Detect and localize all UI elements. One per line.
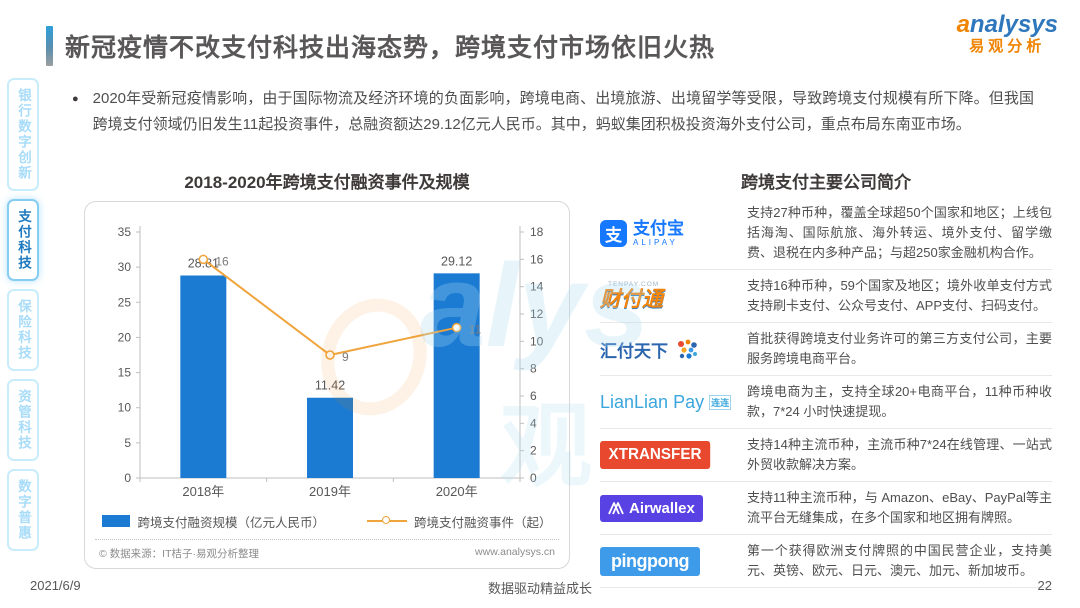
tenpay-logo: TENPAY.COM 财付通 xyxy=(600,282,737,310)
lianlian-name: LianLian Pay xyxy=(600,391,705,412)
sidebar-item-digital-inclusion[interactable]: 数字普惠 xyxy=(7,469,39,551)
lianlian-logo: LianLian Pay 连连 xyxy=(600,392,737,413)
page-title: 新冠疫情不改支付科技出海态势，跨境支付市场依旧火热 xyxy=(65,34,716,62)
sidebar: 银行数字创新 支付科技 保险科技 资管科技 数字普惠 xyxy=(5,78,41,551)
companies-heading: 跨境支付主要公司简介 xyxy=(741,173,911,192)
alipay-name: 支付宝 xyxy=(633,218,684,238)
svg-text:15: 15 xyxy=(118,366,132,380)
line-swatch-icon xyxy=(367,516,407,524)
svg-text:12: 12 xyxy=(530,307,544,321)
pingpong-name: pingpong xyxy=(600,546,700,576)
analysys-logo-text: nalysys xyxy=(969,11,1058,38)
company-desc: 支持14种主流币种，主流币种7*24在线管理、一站式外贸收款解决方案。 xyxy=(747,437,1052,472)
funding-chart: 0 5 10 15 20 25 30 35 0 2 4 6 8 10 12 14 16 18 2018年 2019年 2… xyxy=(118,225,544,499)
tenpay-name: 财付通 xyxy=(600,287,663,311)
analysys-logo-en: analysys xyxy=(956,11,1058,38)
company-row-pingpong: pingpong 第一个获得欧洲支付牌照的中国民营企业，支持美元、英镑、欧元、日… xyxy=(600,535,1052,588)
legend-funding-events: 跨境支付融资事件（起） xyxy=(367,512,552,531)
svg-text:20: 20 xyxy=(118,330,132,344)
website-link[interactable]: www.analysys.cn xyxy=(475,546,555,558)
analysys-logo-cn: 易观分析 xyxy=(969,38,1046,56)
tenpay-sub: TENPAY.COM xyxy=(608,281,660,289)
svg-text:10: 10 xyxy=(118,401,132,415)
xtransfer-name: XTRANSFER xyxy=(600,441,710,469)
bar-swatch-icon xyxy=(102,515,131,527)
company-desc: 支持11种主流币种，与 Amazon、eBay、PayPal等主流平台无缝集成，… xyxy=(747,490,1052,525)
companies-block: 跨境支付主要公司简介 支 支付宝 ALIPAY 支持27种币种，覆盖全球超50个… xyxy=(600,168,1052,588)
company-row-tenpay: TENPAY.COM 财付通 支持16种币种，59个国家及地区；境外收单支付方式… xyxy=(600,270,1052,323)
legend-funding-scale: 跨境支付融资规模（亿元人民币） xyxy=(102,512,325,531)
footer: 2021/6/9 数据驱动精益成长 22 xyxy=(0,578,1080,598)
chart-card: 0 5 10 15 20 25 30 35 0 2 4 6 8 10 12 14 16 18 2018年 2019年 2… xyxy=(84,201,570,569)
airwallex-name: Airwallex xyxy=(629,499,695,517)
svg-text:5: 5 xyxy=(124,436,131,450)
huifu-name: 汇付天下 xyxy=(600,341,668,361)
company-desc: 支持16种币种，59个国家及地区；境外收单支付方式支持刷卡支付、公众号支付、AP… xyxy=(747,278,1052,313)
company-desc: 第一个获得欧洲支付牌照的中国民营企业，支持美元、英镑、欧元、日元、澳元、加元、新… xyxy=(747,543,1052,578)
huifu-dots-icon xyxy=(678,339,697,359)
svg-text:2018年: 2018年 xyxy=(182,484,224,499)
data-source: © 数据来源：IT桔子·易观分析整理 xyxy=(99,548,259,560)
chart-title: 2018-2020年跨境支付融资事件及规模 xyxy=(184,173,470,192)
page-title-row: 新冠疫情不改支付科技出海态势，跨境支付市场依旧火热 xyxy=(46,26,715,66)
sidebar-item-asset-mgmt-tech[interactable]: 资管科技 xyxy=(7,379,39,461)
svg-text:9: 9 xyxy=(342,350,349,364)
summary-text: 2020年受新冠疫情影响，由于国际物流及经济环境的负面影响，跨境电商、出境旅游、… xyxy=(92,90,1034,133)
company-row-xtransfer: XTRANSFER 支持14种主流币种，主流币种7*24在线管理、一站式外贸收款… xyxy=(600,429,1052,482)
footer-page-number: 22 xyxy=(1037,578,1052,593)
pingpong-logo: pingpong xyxy=(600,546,737,576)
svg-text:35: 35 xyxy=(118,225,132,239)
sidebar-item-banking-digital[interactable]: 银行数字创新 xyxy=(7,78,39,191)
alipay-sub: ALIPAY xyxy=(633,237,678,247)
svg-text:30: 30 xyxy=(118,260,132,274)
svg-text:11.42: 11.42 xyxy=(315,379,345,393)
footer-date: 2021/6/9 xyxy=(30,578,81,593)
svg-text:0: 0 xyxy=(124,471,131,485)
svg-text:25: 25 xyxy=(118,295,132,309)
legend-label: 跨境支付融资规模（亿元人民币） xyxy=(137,515,325,530)
funding-chart-block: 2018-2020年跨境支付融资事件及规模 0 5 10 15 20 25 30 35 0 2 4 6… xyxy=(84,168,570,569)
xtransfer-logo: XTRANSFER xyxy=(600,441,737,469)
source-row: © 数据来源：IT桔子·易观分析整理 www.analysys.cn xyxy=(85,540,569,561)
svg-text:6: 6 xyxy=(530,389,537,403)
company-row-airwallex: Airwallex 支持11种主流币种，与 Amazon、eBay、PayPal… xyxy=(600,482,1052,535)
svg-text:8: 8 xyxy=(530,362,537,376)
svg-text:18: 18 xyxy=(530,225,544,239)
company-desc: 支持27种币种，覆盖全球超50个国家和地区；上线包括海淘、国际航旅、海外转运、境… xyxy=(747,205,1052,260)
svg-text:11: 11 xyxy=(469,323,482,337)
summary-bullet: ● 2020年受新冠疫情影响，由于国际物流及经济环境的负面影响，跨境电商、出境旅… xyxy=(72,86,1034,138)
svg-text:4: 4 xyxy=(530,416,537,430)
footer-slogan: 数据驱动精益成长 xyxy=(487,581,592,596)
alipay-icon: 支 xyxy=(600,219,627,247)
source-divider xyxy=(95,539,559,540)
chart-legend: 跨境支付融资规模（亿元人民币） 跨境支付融资事件（起） xyxy=(85,508,569,534)
svg-text:14: 14 xyxy=(530,280,544,294)
svg-text:29.12: 29.12 xyxy=(441,254,472,268)
svg-text:2: 2 xyxy=(530,444,537,458)
company-row-lianlian: LianLian Pay 连连 跨境电商为主，支持全球20+电商平台，11种币种… xyxy=(600,376,1052,429)
bullet-dot-icon: ● xyxy=(72,93,79,105)
company-desc: 首批获得跨境支付业务许可的第三方支付公司，主要服务跨境电商平台。 xyxy=(747,331,1052,366)
sidebar-item-payment-tech[interactable]: 支付科技 xyxy=(7,199,39,281)
title-accent-bar xyxy=(46,26,53,66)
lianlian-badge: 连连 xyxy=(709,394,732,410)
company-row-huifu: 汇付天下 首批获得跨境支付业务许可的第三方支付公司，主要服务跨境电商平台。 xyxy=(600,323,1052,376)
huifu-logo: 汇付天下 xyxy=(600,337,737,362)
svg-text:2020年: 2020年 xyxy=(436,484,478,499)
company-desc: 跨境电商为主，支持全球20+电商平台，11种币种收款，7*24 小时快速提现。 xyxy=(747,384,1052,419)
sidebar-item-insurance-tech[interactable]: 保险科技 xyxy=(7,289,39,371)
analysys-swirl-icon: a xyxy=(956,11,970,38)
alipay-logo: 支 支付宝 ALIPAY xyxy=(600,218,737,247)
analysys-logo: analysys 易观分析 xyxy=(956,11,1058,56)
svg-text:16: 16 xyxy=(530,252,544,266)
company-row-alipay: 支 支付宝 ALIPAY 支持27种币种，覆盖全球超50个国家和地区；上线包括海… xyxy=(600,197,1052,270)
svg-text:10: 10 xyxy=(530,334,544,348)
airwallex-icon xyxy=(608,501,624,514)
airwallex-logo: Airwallex xyxy=(600,494,737,522)
svg-text:0: 0 xyxy=(530,471,537,485)
legend-label: 跨境支付融资事件（起） xyxy=(414,515,552,530)
svg-text:2019年: 2019年 xyxy=(309,484,351,499)
svg-text:16: 16 xyxy=(215,254,229,268)
